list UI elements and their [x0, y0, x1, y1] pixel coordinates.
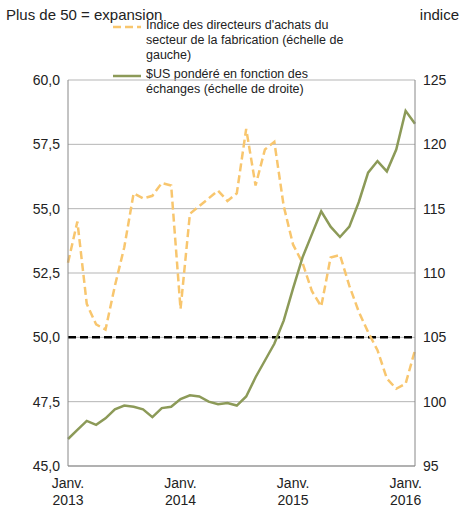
svg-text:Janv.: Janv.: [164, 475, 196, 491]
html-text:$US pondéré en fonction des éc: $US pondéré en fonction des échanges (éc…: [146, 67, 308, 96]
svg-text:2016: 2016: [390, 492, 421, 508]
svg-text:47,5: 47,5: [33, 394, 60, 410]
svg-text:120: 120: [423, 136, 447, 152]
svg-text:2014: 2014: [165, 492, 196, 508]
svg-text:2013: 2013: [52, 492, 83, 508]
svg-text:60,0: 60,0: [33, 72, 60, 88]
svg-text:Janv.: Janv.: [389, 475, 421, 491]
html-text:indice: indice: [419, 6, 459, 23]
svg-text:45,0: 45,0: [33, 458, 60, 474]
svg-text:50,0: 50,0: [33, 329, 60, 345]
svg-text:Janv.: Janv.: [52, 475, 84, 491]
svg-text:115: 115: [423, 201, 446, 217]
svg-text:105: 105: [423, 329, 447, 345]
svg-text:Janv.: Janv.: [277, 475, 309, 491]
svg-text:2015: 2015: [278, 492, 309, 508]
svg-text:52,5: 52,5: [33, 265, 60, 281]
svg-text:55,0: 55,0: [33, 201, 60, 217]
html-text:Plus de 50 = expansion: Plus de 50 = expansion: [6, 6, 163, 23]
svg-text:100: 100: [423, 394, 447, 410]
svg-text:125: 125: [423, 72, 447, 88]
svg-text:95: 95: [423, 458, 439, 474]
svg-text:110: 110: [423, 265, 446, 281]
html-text:Indice des directeurs d'achats: Indice des directeurs d'achats du secteu…: [146, 18, 344, 62]
svg-text:57,5: 57,5: [33, 136, 60, 152]
